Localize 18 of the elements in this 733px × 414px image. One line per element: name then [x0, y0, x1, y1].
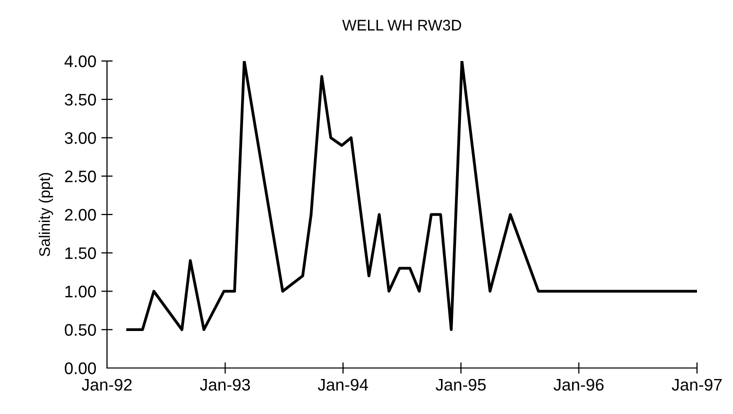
- x-tick-label: Jan-96: [554, 378, 604, 391]
- x-tick-label: Jan-93: [200, 378, 250, 391]
- y-tick-label: 4.00: [64, 55, 96, 68]
- line-series: [126, 61, 697, 332]
- x-tick-label: Jan-95: [436, 378, 486, 391]
- x-tick-label: Jan-92: [82, 378, 132, 391]
- y-tick-label: 3.00: [64, 132, 96, 144]
- x-tick-label: Jan-94: [318, 378, 368, 391]
- y-tick-label: 2.50: [64, 170, 96, 182]
- y-tick-label: 2.00: [64, 208, 96, 221]
- x-tick-label: Jan-97: [672, 378, 722, 391]
- chart-title: WELL WH RW3D: [342, 20, 462, 31]
- y-tick-label: 0.00: [64, 362, 96, 374]
- y-tick-label: 3.50: [64, 94, 96, 106]
- y-tick-label: 1.50: [65, 247, 96, 260]
- y-tick-label: 0.50: [64, 324, 96, 336]
- y-tick-label: 1.00: [65, 286, 96, 298]
- y-axis-title: Salinity (ppt): [38, 172, 54, 256]
